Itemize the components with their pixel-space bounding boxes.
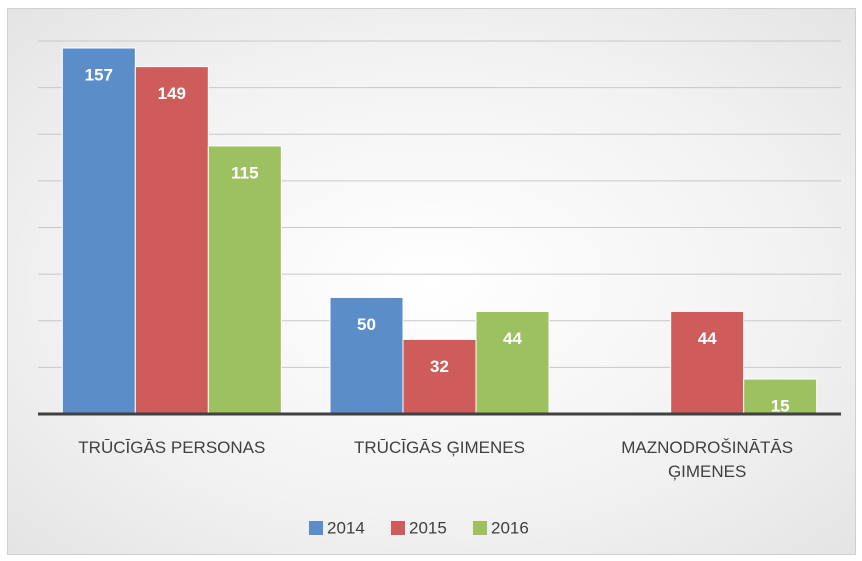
data-label: 32 bbox=[430, 357, 449, 376]
legend-label: 2014 bbox=[327, 518, 365, 537]
legend-swatch bbox=[391, 521, 405, 535]
data-label: 157 bbox=[85, 65, 113, 84]
x-tick-label: TRŪCĪGĀS PERSONAS bbox=[78, 438, 266, 457]
legend-label: 2015 bbox=[409, 518, 447, 537]
x-tick-label: TRŪCĪGĀS ĢIMENES bbox=[354, 438, 525, 457]
data-label: 149 bbox=[158, 84, 186, 103]
data-label: 15 bbox=[771, 397, 790, 416]
legend-label: 2016 bbox=[491, 518, 529, 537]
chart-svg: 157 149 115 50 32 44 44 15 2014 2015 2016 bbox=[38, 40, 841, 537]
bar bbox=[207, 145, 282, 415]
data-label: 44 bbox=[698, 329, 717, 348]
bar bbox=[134, 66, 209, 415]
data-label: 44 bbox=[503, 329, 522, 348]
bar bbox=[670, 310, 745, 415]
data-label: 115 bbox=[231, 163, 258, 182]
legend-swatch bbox=[309, 521, 323, 535]
x-tick-label: MAZNODROŠINĀTĀS ĢIMENES bbox=[621, 438, 794, 481]
legend-swatch bbox=[473, 521, 487, 535]
bar bbox=[743, 378, 818, 415]
bar bbox=[402, 338, 477, 415]
bar bbox=[475, 310, 550, 415]
chart: 157 149 115 50 32 44 44 15 2014 2015 2016 TRŪCĪGĀS… bbox=[7, 8, 856, 555]
data-label: 50 bbox=[357, 315, 376, 334]
bar bbox=[61, 47, 136, 415]
